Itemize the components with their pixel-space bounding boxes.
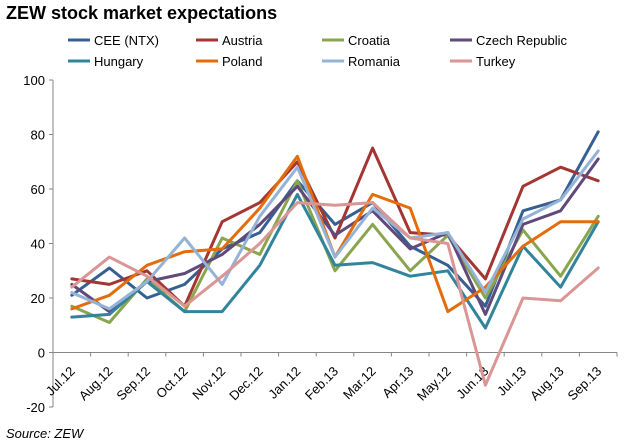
- y-tick-label: -20: [26, 400, 45, 415]
- x-tick-label: Jul.13: [494, 364, 529, 399]
- legend-label: Turkey: [476, 54, 516, 69]
- legend-label: Romania: [348, 54, 401, 69]
- x-tick-label: Feb.13: [302, 364, 341, 403]
- series-line-turkey: [70, 201, 600, 387]
- y-tick-label: 80: [31, 128, 45, 143]
- legend-label: CEE (NTX): [94, 33, 159, 48]
- x-tick-label: Mar.12: [340, 364, 379, 403]
- legend-label: Poland: [222, 54, 262, 69]
- x-tick-label: Jul.12: [43, 364, 78, 399]
- series-line-hungary: [70, 192, 600, 330]
- chart-title: ZEW stock market expectations: [6, 3, 278, 23]
- y-tick-label: 20: [31, 291, 45, 306]
- x-tick-label: Sep.12: [113, 364, 153, 404]
- x-tick-label: Jan.12: [265, 364, 303, 402]
- legend-label: Croatia: [348, 33, 391, 48]
- x-tick-label: Aug.12: [76, 364, 116, 404]
- x-tick-label: Dec.12: [226, 364, 266, 404]
- y-tick-label: 40: [31, 237, 45, 252]
- x-tick-label: Aug.13: [527, 364, 567, 404]
- y-tick-label: 0: [38, 346, 45, 361]
- source-note: Source: ZEW: [6, 426, 84, 441]
- x-tick-label: Nov.12: [189, 364, 228, 403]
- x-tick-label: Apr.13: [379, 364, 416, 401]
- series-line-austria: [70, 146, 600, 308]
- y-tick-label: 100: [23, 73, 45, 88]
- series-line-romania: [70, 149, 600, 311]
- x-tick-label: May.12: [414, 364, 454, 404]
- x-tick-label: Sep.13: [565, 364, 605, 404]
- legend-label: Hungary: [94, 54, 144, 69]
- y-tick-label: 60: [31, 182, 45, 197]
- x-tick-label: Oct.12: [153, 364, 191, 402]
- legend-label: Czech Republic: [476, 33, 568, 48]
- legend-label: Austria: [222, 33, 263, 48]
- series-line-czech-republic: [70, 157, 600, 316]
